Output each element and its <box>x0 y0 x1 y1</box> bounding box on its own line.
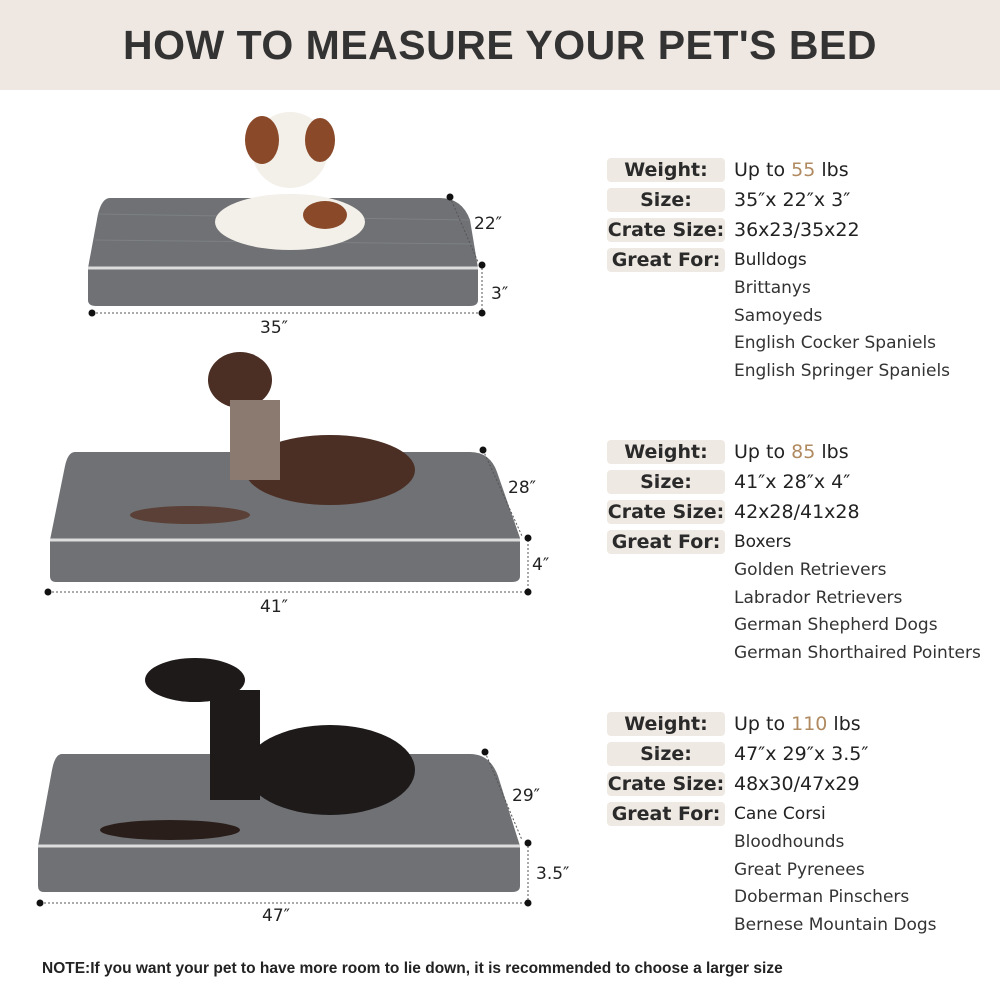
breed-item: Brittanys <box>734 278 811 298</box>
size-label: Size: <box>607 742 725 766</box>
crate-size-label: Crate Size: <box>607 218 725 242</box>
crate-size-value: 48x30/47x29 <box>734 773 860 795</box>
bed-medium-image <box>50 352 520 582</box>
bed-large-image <box>38 658 520 892</box>
crate-size-value: 36x23/35x22 <box>734 219 860 241</box>
size-label: Size: <box>607 470 725 494</box>
dimension-lines-small <box>88 193 486 317</box>
breed-item: Bloodhounds <box>734 832 845 852</box>
great-for-label: Great For: <box>607 530 725 554</box>
crate-size-label: Crate Size: <box>607 772 725 796</box>
crate-size-label: Crate Size: <box>607 500 725 524</box>
size-value: 41″x 28″x 4″ <box>734 471 851 493</box>
dog-pointer-image <box>130 352 415 524</box>
weight-value: Up to 55 lbs <box>734 159 849 181</box>
breed-item: Golden Retrievers <box>734 560 887 580</box>
weight-label: Weight: <box>607 440 725 464</box>
header-banner: HOW TO MEASURE YOUR PET'S BED <box>0 0 1000 90</box>
spec-block-medium: Weight: Up to 85 lbs Size: 41″x 28″x 4″ Cr… <box>607 437 987 667</box>
breed-item: English Springer Spaniels <box>734 360 951 381</box>
great-for-label: Great For: <box>607 248 725 272</box>
dimension-lines-large <box>36 748 532 907</box>
bed-large-length-label: 47″ <box>262 906 290 926</box>
bed-medium-height-label: 4″ <box>532 555 550 575</box>
bed-large-width-label: 29″ <box>512 786 540 806</box>
size-value: 47″x 29″x 3.5″ <box>734 743 869 765</box>
spec-block-large: Weight: Up to 110 lbs Size: 47″x 29″x 3.5″… <box>607 709 987 939</box>
breed-item: German Shepherd Dogs <box>734 615 938 635</box>
bed-small-width-label: 22″ <box>474 214 502 234</box>
breed-item: Samoyeds <box>734 305 823 326</box>
bed-small-height-label: 3″ <box>491 284 509 304</box>
breed-item: Bulldogs <box>734 250 807 270</box>
weight-label: Weight: <box>607 712 725 736</box>
bed-medium-length-label: 41″ <box>260 597 288 617</box>
breed-item: Doberman Pinschers <box>734 887 910 907</box>
size-label: Size: <box>607 188 725 212</box>
breed-item: Cane Corsi <box>734 804 826 824</box>
dog-spaniel-image <box>215 112 365 250</box>
weight-value: Up to 85 lbs <box>734 441 849 463</box>
page-title: HOW TO MEASURE YOUR PET'S BED <box>123 21 877 68</box>
footer-note: NOTE:If you want your pet to have more r… <box>42 960 783 977</box>
breed-item: German Shorthaired Pointers <box>734 642 981 663</box>
spec-block-small: Weight: Up to 55 lbs Size: 35″x 22″x 3″ Cr… <box>607 155 987 385</box>
breed-item: Great Pyrenees <box>734 859 865 880</box>
dog-doberman-image <box>100 658 415 840</box>
weight-value: Up to 110 lbs <box>734 713 861 735</box>
breed-item: Labrador Retrievers <box>734 587 903 608</box>
bed-large-height-label: 3.5″ <box>536 864 570 884</box>
bed-small-length-label: 35″ <box>260 318 288 338</box>
breed-item: English Cocker Spaniels <box>734 333 937 353</box>
bed-small-image <box>88 112 478 306</box>
great-for-label: Great For: <box>607 802 725 826</box>
breed-item: Boxers <box>734 532 792 552</box>
size-value: 35″x 22″x 3″ <box>734 189 851 211</box>
bed-medium-width-label: 28″ <box>508 478 536 498</box>
crate-size-value: 42x28/41x28 <box>734 501 860 523</box>
breed-item: Bernese Mountain Dogs <box>734 914 937 935</box>
dimension-lines-medium <box>44 446 532 596</box>
weight-label: Weight: <box>607 158 725 182</box>
